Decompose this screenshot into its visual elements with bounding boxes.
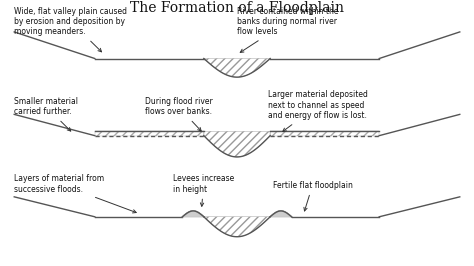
Text: River contained within the
banks during normal river
flow levels: River contained within the banks during … [237,7,338,52]
Polygon shape [270,211,292,217]
Text: Layers of material from
successive floods.: Layers of material from successive flood… [14,174,136,213]
Text: Wide, flat valley plain caused
by erosion and deposition by
moving meanders.: Wide, flat valley plain caused by erosio… [14,7,127,52]
Text: Levees increase
in height: Levees increase in height [173,174,234,206]
Text: Larger material deposited
next to channel as speed
and energy of flow is lost.: Larger material deposited next to channe… [268,90,368,131]
Text: The Formation of a Floodplain: The Formation of a Floodplain [130,1,344,15]
Text: Fertile flat floodplain: Fertile flat floodplain [273,181,353,211]
Polygon shape [182,211,204,217]
Text: Smaller material
carried further.: Smaller material carried further. [14,97,78,131]
Text: During flood river
flows over banks.: During flood river flows over banks. [145,97,212,131]
